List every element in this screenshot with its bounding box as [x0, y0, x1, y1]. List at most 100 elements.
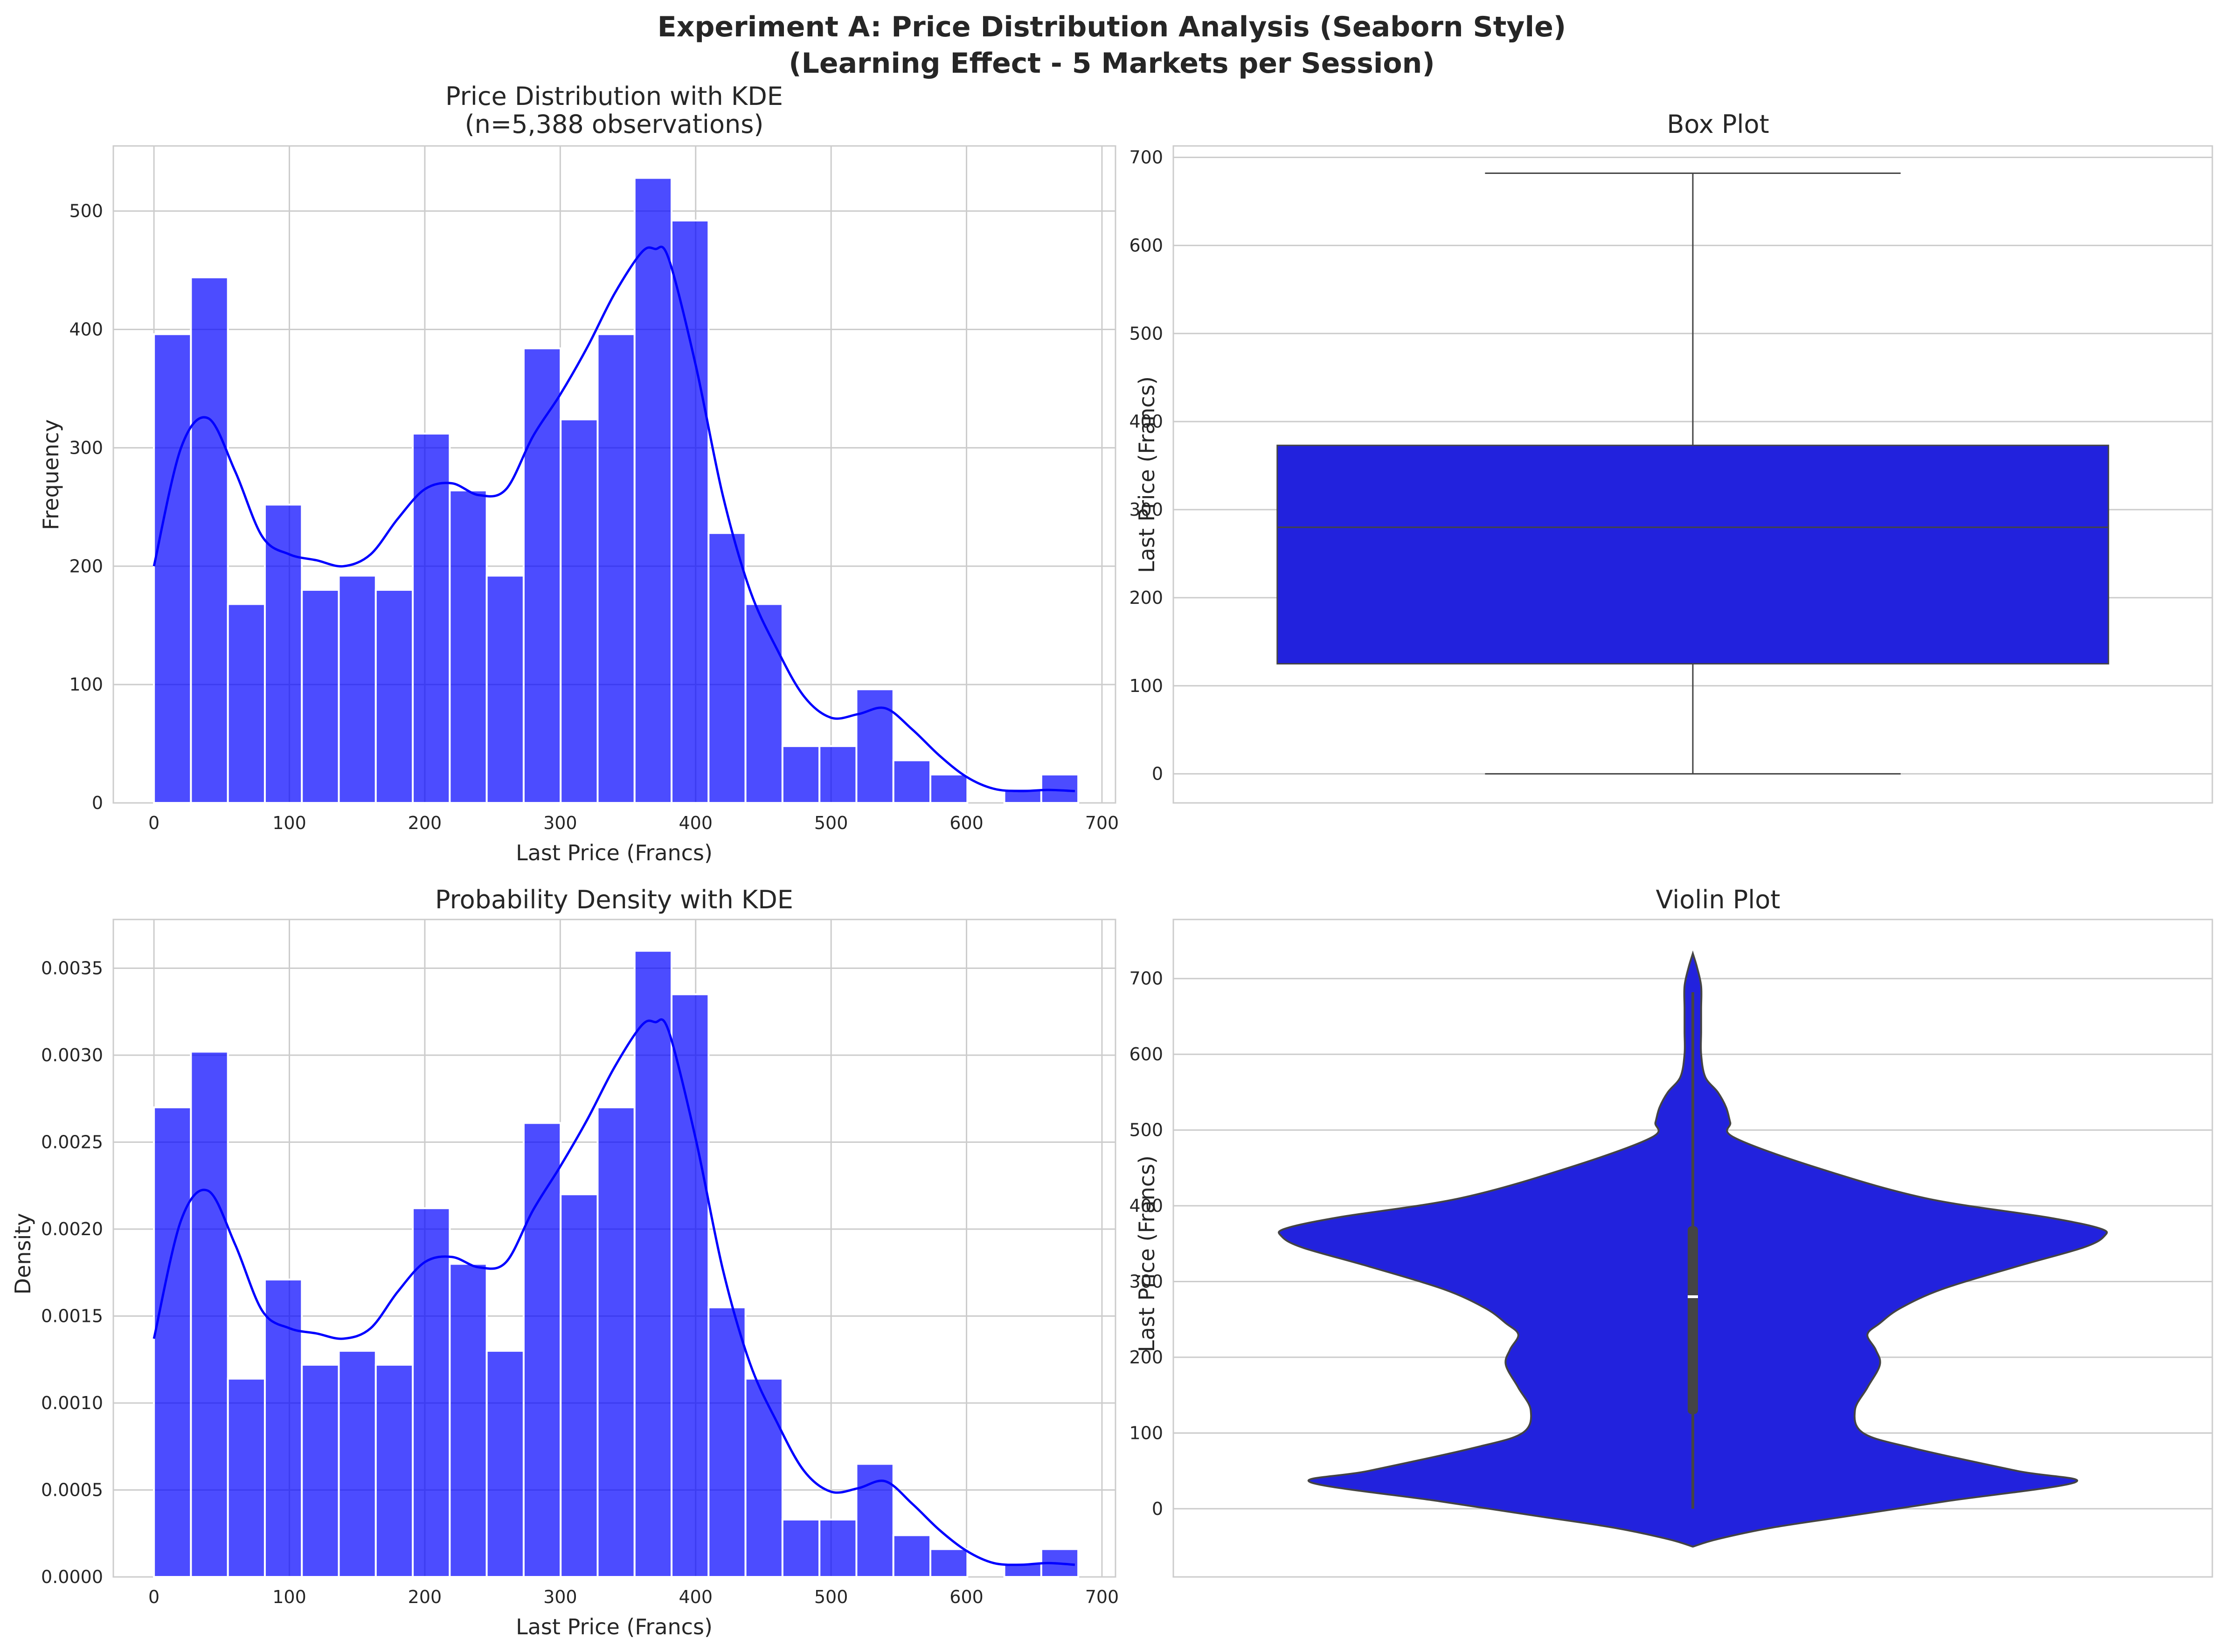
box-plot-ytick-label: 500	[1129, 323, 1163, 344]
histogram-density-bar	[744, 1377, 783, 1578]
histogram-frequency-ytick-label: 200	[69, 556, 103, 576]
histogram-frequency-bar	[855, 688, 894, 804]
histogram-frequency-bar	[374, 589, 414, 804]
histogram-density-ytick-label: 0.0010	[41, 1393, 103, 1413]
histogram-density-ytick-label: 0.0020	[41, 1219, 103, 1239]
histogram-density-bar	[338, 1350, 377, 1578]
violin-plot-ytick-label: 400	[1129, 1196, 1163, 1216]
histogram-density-ytick-label: 0.0005	[41, 1479, 103, 1500]
histogram-frequency-xtick-label: 600	[949, 813, 984, 833]
box-plot-ytick-label: 600	[1129, 235, 1163, 256]
histogram-density-title: Probability Density with KDE	[435, 885, 793, 914]
histogram-frequency-xtick-label: 300	[543, 813, 577, 833]
histogram-frequency-panel: Price Distribution with KDE (n=5,388 obs…	[38, 82, 1119, 865]
histogram-density-kde-line	[152, 1018, 1075, 1566]
histogram-frequency-bar	[227, 603, 266, 804]
histogram-frequency-title-line2: (n=5,388 observations)	[465, 110, 764, 139]
histogram-density-bar	[892, 1534, 932, 1578]
histogram-frequency-ytick-label: 0	[92, 793, 103, 813]
histogram-density-bar	[781, 1518, 821, 1578]
histogram-density-bar	[633, 950, 673, 1578]
histogram-density-xtick-label: 300	[543, 1587, 577, 1607]
figure-title-line2: (Learning Effect - 5 Markets per Session…	[789, 47, 1435, 80]
histogram-frequency-xtick-label: 200	[408, 813, 442, 833]
histogram-density-bar	[412, 1207, 451, 1578]
histogram-density-xlabel: Last Price (Francs)	[516, 1614, 713, 1639]
histogram-frequency-ytick-label: 400	[69, 319, 103, 340]
histogram-frequency-title-line1: Price Distribution with KDE	[445, 82, 783, 111]
box-plot-title: Box Plot	[1667, 110, 1769, 139]
histogram-density-xtick-label: 500	[814, 1587, 848, 1607]
histogram-density-bar	[374, 1363, 414, 1578]
histogram-density-bar	[190, 1051, 229, 1578]
histogram-density-xtick-label: 400	[679, 1587, 713, 1607]
histogram-frequency-ytick-label: 100	[69, 674, 103, 695]
histogram-frequency-bar	[449, 489, 488, 804]
box-plot-ytick-label: 0	[1152, 764, 1163, 784]
histogram-frequency-bar	[892, 759, 932, 804]
histogram-frequency-xlabel: Last Price (Francs)	[516, 840, 713, 865]
box-plot-ytick-label: 200	[1129, 588, 1163, 608]
histogram-frequency-ytick-label: 300	[69, 437, 103, 458]
histogram-density-bar	[522, 1122, 562, 1578]
violin-plot-ytick-label: 700	[1129, 968, 1163, 989]
box-plot-panel: Box Plot Last Price (Francs) 0 100 200 300 4…	[1129, 110, 2213, 804]
histogram-density-bar	[596, 1106, 636, 1578]
histogram-density-xtick-label: 100	[272, 1587, 306, 1607]
histogram-frequency-bar	[671, 219, 710, 804]
histogram-frequency-xtick-label: 400	[679, 813, 713, 833]
violin-plot-panel: Violin Plot Last Price (Francs) 0 100 200 3…	[1129, 885, 2213, 1578]
histogram-frequency-bar	[412, 432, 451, 804]
histogram-frequency-bar	[707, 532, 747, 804]
histogram-density-bar	[929, 1548, 969, 1578]
violin-plot-ytick-label: 100	[1129, 1423, 1163, 1443]
histogram-density-bar	[818, 1518, 858, 1578]
box-plot-ytick-label: 400	[1129, 411, 1163, 432]
histogram-density-panel: Probability Density with KDE Last Price …	[10, 885, 1119, 1639]
histogram-density-bar	[153, 1106, 192, 1578]
histogram-density-bar	[485, 1350, 525, 1578]
histogram-density-bar	[449, 1263, 488, 1578]
histogram-frequency-bar	[485, 574, 525, 804]
histogram-density-ytick-label: 0.0025	[41, 1132, 103, 1152]
box-plot-ylabel: Last Price (Francs)	[1134, 376, 1159, 573]
histogram-density-bar	[227, 1377, 266, 1578]
histogram-frequency-kde-line	[152, 245, 1075, 793]
histogram-density-xtick-label: 700	[1085, 1587, 1119, 1607]
histogram-frequency-bar	[301, 589, 340, 804]
histogram-frequency-ylabel: Frequency	[38, 419, 63, 530]
histogram-frequency-xtick-label: 100	[272, 813, 306, 833]
histogram-frequency-bar	[818, 745, 858, 804]
histogram-density-bar	[301, 1363, 340, 1578]
histogram-frequency-xtick-label: 500	[814, 813, 848, 833]
violin-plot-ytick-label: 0	[1152, 1499, 1163, 1519]
histogram-density-bar	[707, 1306, 747, 1578]
histogram-density-xtick-label: 600	[949, 1587, 984, 1607]
histogram-density-bar	[671, 993, 710, 1578]
violin-plot-title: Violin Plot	[1656, 885, 1781, 914]
histogram-frequency-bar	[596, 333, 636, 804]
box-plot-ytick-label: 300	[1129, 499, 1163, 520]
violin-plot-ytick-label: 500	[1129, 1120, 1163, 1141]
histogram-density-xtick-label: 200	[408, 1587, 442, 1607]
histogram-frequency-bar	[153, 333, 192, 804]
histogram-frequency-bar	[190, 276, 229, 804]
histogram-frequency-bar	[744, 603, 783, 804]
box-plot-axes-frame	[1172, 145, 2213, 804]
histogram-frequency-bar	[781, 745, 821, 804]
histogram-frequency-bar	[560, 418, 599, 804]
box-plot-ytick-label: 700	[1129, 147, 1163, 168]
histogram-frequency-xtick-label: 0	[148, 813, 159, 833]
histogram-density-ytick-label: 0.0030	[41, 1045, 103, 1065]
box-plot-ytick-label: 100	[1129, 676, 1163, 696]
violin-plot-axes-frame	[1172, 919, 2213, 1578]
violin-plot-ytick-label: 200	[1129, 1347, 1163, 1368]
histogram-frequency-bar	[1040, 774, 1080, 804]
histogram-frequency-bar	[633, 177, 673, 804]
box-plot-box	[1276, 444, 2109, 665]
histogram-density-bar	[560, 1193, 599, 1578]
histogram-frequency-bar	[263, 504, 303, 804]
histogram-density-ytick-label: 0.0000	[41, 1567, 103, 1587]
histogram-frequency-bar	[338, 574, 377, 804]
